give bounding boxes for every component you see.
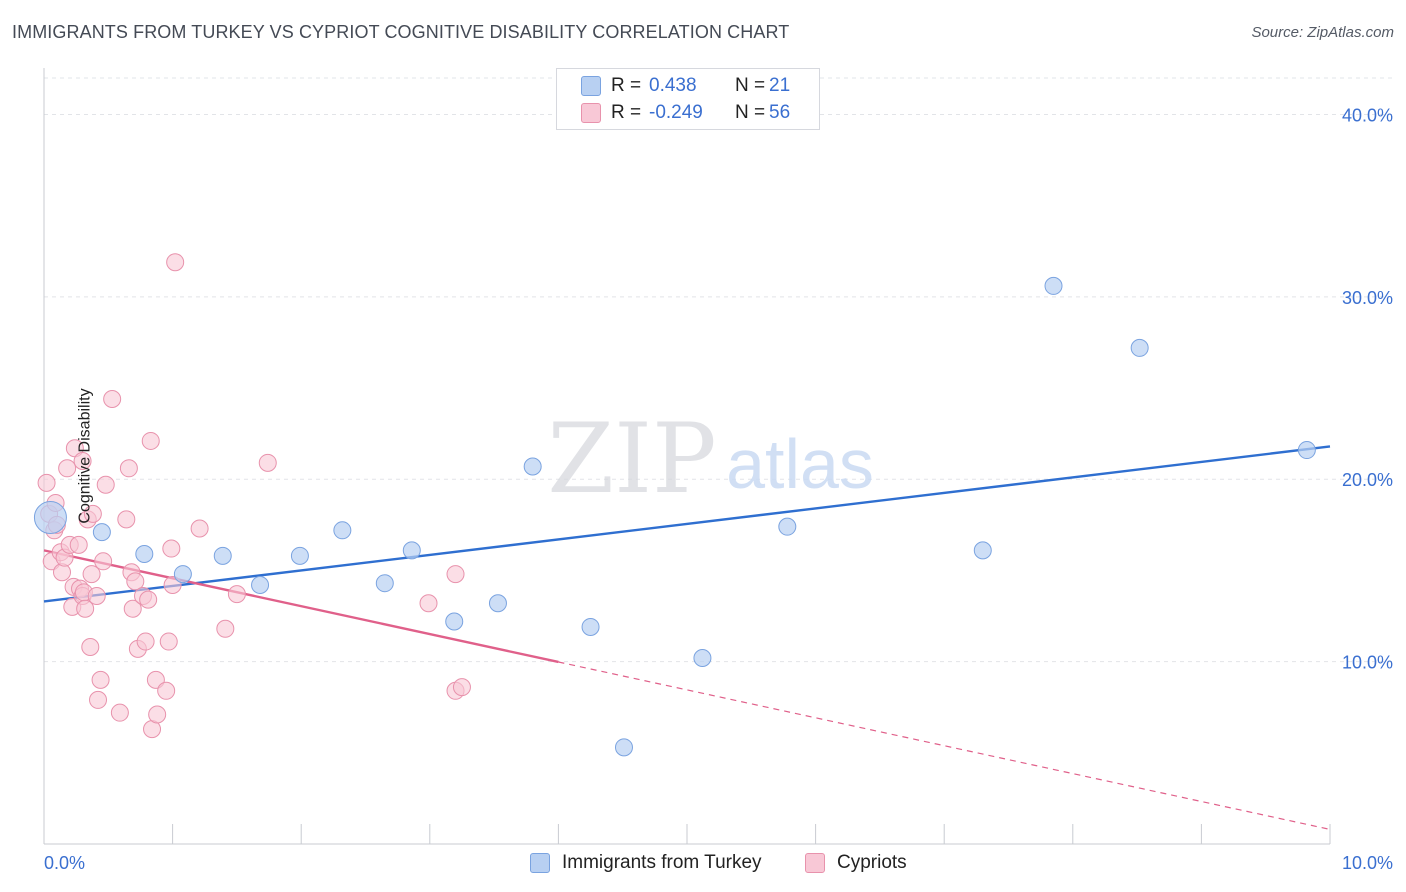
cypriots-point <box>139 590 158 609</box>
turkey-point <box>135 545 154 564</box>
gridlines <box>44 77 1392 663</box>
trend-line-turkey <box>43 445 1331 603</box>
cypriots-point <box>157 681 176 700</box>
turkey-point <box>1297 441 1316 460</box>
cypriots-point <box>190 519 209 538</box>
r-value: -0.249 <box>649 102 703 123</box>
y-tick-label: 10.0% <box>1342 653 1393 673</box>
watermark-zip: ZIP <box>547 403 716 515</box>
trend-line-cypriots <box>43 549 559 664</box>
cypriots-point <box>81 638 100 657</box>
cypriots-point <box>89 690 108 709</box>
cypriots-point <box>110 703 129 722</box>
cypriots-point <box>103 389 122 408</box>
cypriots-point <box>96 475 115 494</box>
turkey-point <box>402 541 421 560</box>
cypriots-point <box>146 670 165 689</box>
x-tick-label: 10.0% <box>1342 853 1393 873</box>
legend-swatch-pink <box>805 853 825 873</box>
cypriots-point <box>227 585 246 604</box>
cypriots-point <box>159 632 178 651</box>
turkey-point <box>523 457 542 476</box>
r-label: R = <box>611 102 642 123</box>
trend-line-cypriots-extension <box>558 661 1331 830</box>
turkey-point <box>92 523 111 542</box>
turkey-point <box>1044 276 1063 295</box>
cypriots-point <box>76 599 95 618</box>
turkey-point <box>33 501 67 535</box>
x-tick-label: 0.0% <box>44 853 85 873</box>
y-tick-label: 40.0% <box>1342 105 1393 125</box>
cypriots-point <box>82 565 101 584</box>
legend-label: Immigrants from Turkey <box>562 852 762 873</box>
cypriots-point <box>83 504 102 523</box>
cypriots-point <box>123 599 142 618</box>
chart-title: IMMIGRANTS FROM TURKEY VS CYPRIOT COGNIT… <box>12 22 790 42</box>
cypriots-point <box>58 459 77 478</box>
turkey-point <box>290 546 309 565</box>
cypriots-point <box>119 459 138 478</box>
source-label: Source: ZipAtlas.com <box>1251 24 1394 41</box>
turkey-point <box>1130 338 1149 357</box>
cypriots-point <box>117 510 136 529</box>
cypriots-point <box>258 453 277 472</box>
turkey-point <box>973 541 992 560</box>
legend-item-turkey[interactable]: Immigrants from Turkey <box>530 852 762 874</box>
legend-row-cypriots: R = -0.249 N = 56 <box>581 101 790 125</box>
turkey-point <box>375 574 394 593</box>
cypriots-point <box>136 632 155 651</box>
r-value: 0.438 <box>649 75 697 96</box>
cypriots-point <box>446 565 465 584</box>
series-legend: Immigrants from Turkey Cypriots <box>0 852 1406 878</box>
cypriots-point <box>37 473 56 492</box>
y-tick-label: 20.0% <box>1342 470 1393 490</box>
turkey-point <box>693 648 712 667</box>
turkey-point <box>488 594 507 613</box>
cypriots-point <box>94 552 113 571</box>
turkey-point <box>173 565 192 584</box>
turkey-point <box>778 517 797 536</box>
legend-item-cypriots[interactable]: Cypriots <box>805 852 907 874</box>
cypriots-point <box>91 670 110 689</box>
cypriots-point <box>166 253 185 272</box>
legend-swatch-blue <box>530 853 550 873</box>
y-tick-label: 30.0% <box>1342 288 1393 308</box>
n-label: N = <box>735 102 766 123</box>
turkey-point <box>445 612 464 631</box>
correlation-legend: R = 0.438 N = 21 R = -0.249 N = 56 <box>556 68 820 130</box>
tick-labels: 10.0% 20.0% 30.0% 40.0% 0.0% 10.0% <box>44 105 1393 873</box>
n-value: 21 <box>769 75 791 96</box>
cypriots-point <box>53 563 72 582</box>
cypriots-point <box>69 535 88 554</box>
legend-swatch-pink <box>581 103 601 123</box>
cypriots-point <box>73 452 92 470</box>
y-axis-title: Cognitive Disability <box>76 388 94 524</box>
watermark-atlas: atlas <box>726 425 874 503</box>
turkey-point <box>213 546 232 565</box>
data-points <box>33 253 1316 757</box>
cypriots-point <box>216 619 235 638</box>
cypriots-point <box>452 678 471 697</box>
r-label: R = <box>611 75 642 96</box>
turkey-point <box>581 617 600 636</box>
cypriots-point <box>163 576 182 595</box>
turkey-point <box>333 521 352 540</box>
n-value: 56 <box>769 102 791 123</box>
cypriots-point <box>419 594 438 613</box>
legend-row-turkey: R = 0.438 N = 21 <box>581 74 790 98</box>
cypriots-point <box>141 431 160 450</box>
turkey-point <box>251 576 270 595</box>
cypriots-point <box>148 705 167 724</box>
legend-swatch-blue <box>581 76 601 96</box>
turkey-point <box>614 738 633 757</box>
cypriots-point <box>87 586 106 605</box>
cypriots-point <box>162 539 181 558</box>
n-label: N = <box>735 75 766 96</box>
cypriots-point <box>126 572 145 591</box>
watermark: ZIP atlas <box>547 403 874 515</box>
legend-label: Cypriots <box>837 852 907 873</box>
axes <box>43 68 1331 845</box>
